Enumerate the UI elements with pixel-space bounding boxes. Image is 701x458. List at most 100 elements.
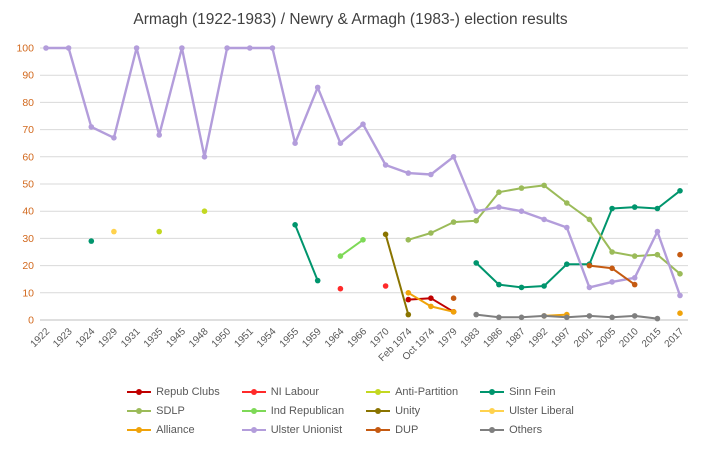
data-point: [609, 249, 615, 255]
data-point: [450, 309, 457, 315]
data-point: [496, 204, 502, 210]
data-point: [450, 295, 457, 302]
legend-line-marker-icon: [480, 389, 505, 396]
data-point: [609, 314, 615, 321]
legend-label: SDLP: [156, 405, 185, 417]
x-tick-label: 1948: [187, 326, 211, 350]
data-point: [677, 251, 683, 258]
x-tick-label: 1992: [527, 326, 551, 350]
series-ni-labour: [337, 283, 389, 292]
series-dup: [450, 251, 683, 302]
data-point: [654, 251, 661, 258]
data-point: [609, 205, 615, 212]
data-point: [518, 185, 525, 191]
data-point: [609, 265, 615, 272]
legend-item-ulster-liberal: Ulster Liberal: [480, 405, 574, 417]
chart-title: Armagh (1922-1983) / Newry & Armagh (198…: [133, 11, 568, 28]
x-tick-label: 1931: [119, 326, 143, 350]
legend-label: NI Labour: [270, 386, 320, 398]
legend-item-ulster-unionist: Ulster Unionist: [241, 424, 344, 436]
series-anti-partition: [156, 208, 208, 235]
data-point: [201, 208, 208, 214]
data-point: [428, 303, 434, 310]
y-tick-label: 70: [22, 124, 34, 136]
legend-line-marker-icon: [127, 389, 152, 396]
legend-label: Ind Republican: [270, 405, 345, 417]
data-point: [360, 121, 366, 127]
data-point: [292, 222, 298, 228]
data-point: [337, 140, 344, 146]
data-point: [586, 284, 593, 291]
data-point: [337, 253, 344, 259]
x-tick-label: 1966: [346, 326, 370, 350]
data-point: [564, 261, 570, 268]
data-point: [382, 162, 389, 168]
data-point: [564, 200, 570, 206]
legend-line-marker-icon: [366, 389, 391, 396]
x-tick-label: 1983: [459, 326, 483, 350]
legend-label: Ulster Liberal: [509, 405, 574, 417]
data-point: [541, 283, 547, 289]
y-tick-label: 30: [22, 233, 34, 245]
legend-line-marker-icon: [127, 408, 152, 415]
x-tick-label: 1954: [255, 326, 279, 350]
x-tick-label: 1986: [482, 326, 506, 350]
series-ulster-unionist: [43, 45, 683, 299]
data-point: [473, 260, 480, 266]
data-point: [631, 313, 638, 319]
series-ulster-liberal: [111, 228, 117, 235]
data-point: [677, 310, 683, 317]
x-tick-label: 1955: [278, 326, 302, 350]
x-tick-label: 1935: [142, 326, 166, 350]
data-point: [133, 45, 140, 51]
legend-label: Sinn Fein: [509, 386, 556, 398]
series-others: [473, 311, 661, 322]
y-tick-label: 90: [22, 70, 34, 82]
data-point: [631, 275, 638, 281]
data-point: [428, 171, 434, 178]
legend-line-marker-icon: [127, 427, 152, 434]
y-tick-label: 0: [28, 315, 34, 327]
data-point: [473, 217, 480, 224]
data-point: [65, 45, 72, 51]
x-tick-label: 1924: [74, 326, 98, 350]
legend-label: Repub Clubs: [156, 386, 220, 398]
legend-item-unity: Unity: [366, 405, 458, 417]
data-point: [496, 189, 502, 195]
data-point: [269, 45, 276, 51]
legend-item-sinn-fein: Sinn Fein: [480, 386, 574, 398]
x-tick-label: 1987: [504, 326, 528, 350]
data-point: [382, 231, 389, 238]
series-sdlp: [405, 182, 683, 277]
y-tick-label: 20: [22, 260, 34, 272]
data-point: [224, 45, 230, 51]
legend-line-marker-icon: [366, 408, 391, 415]
data-point: [541, 182, 547, 189]
legend-line-marker-icon: [366, 427, 391, 434]
chart-legend: Repub Clubs NI Labour Anti-Partition Sinn F…: [0, 386, 701, 436]
legend-label: Unity: [395, 405, 421, 417]
data-point: [88, 238, 95, 244]
data-point: [631, 253, 638, 259]
x-tick-label: 1951: [232, 326, 256, 350]
data-point: [405, 237, 412, 243]
x-tick-label: 2010: [617, 326, 641, 350]
y-tick-label: 40: [22, 206, 34, 218]
data-point: [450, 219, 457, 225]
data-point: [677, 292, 683, 299]
data-point: [677, 271, 683, 277]
legend-label: DUP: [395, 424, 419, 436]
data-point: [428, 230, 434, 236]
data-point: [360, 237, 366, 243]
legend-label: Ulster Unionist: [270, 424, 343, 436]
legend-line-marker-icon: [241, 408, 266, 415]
legend-item-ind-republican: Ind Republican: [241, 405, 345, 417]
data-point: [473, 311, 480, 318]
data-point: [405, 296, 412, 303]
data-point: [156, 228, 162, 235]
data-point: [43, 45, 49, 51]
data-point: [179, 45, 185, 51]
legend-line-marker-icon: [480, 427, 505, 434]
legend-line-marker-icon: [241, 427, 266, 434]
